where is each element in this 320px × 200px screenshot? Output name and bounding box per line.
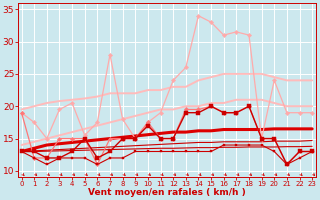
X-axis label: Vent moyen/en rafales ( km/h ): Vent moyen/en rafales ( km/h ) [88, 188, 246, 197]
